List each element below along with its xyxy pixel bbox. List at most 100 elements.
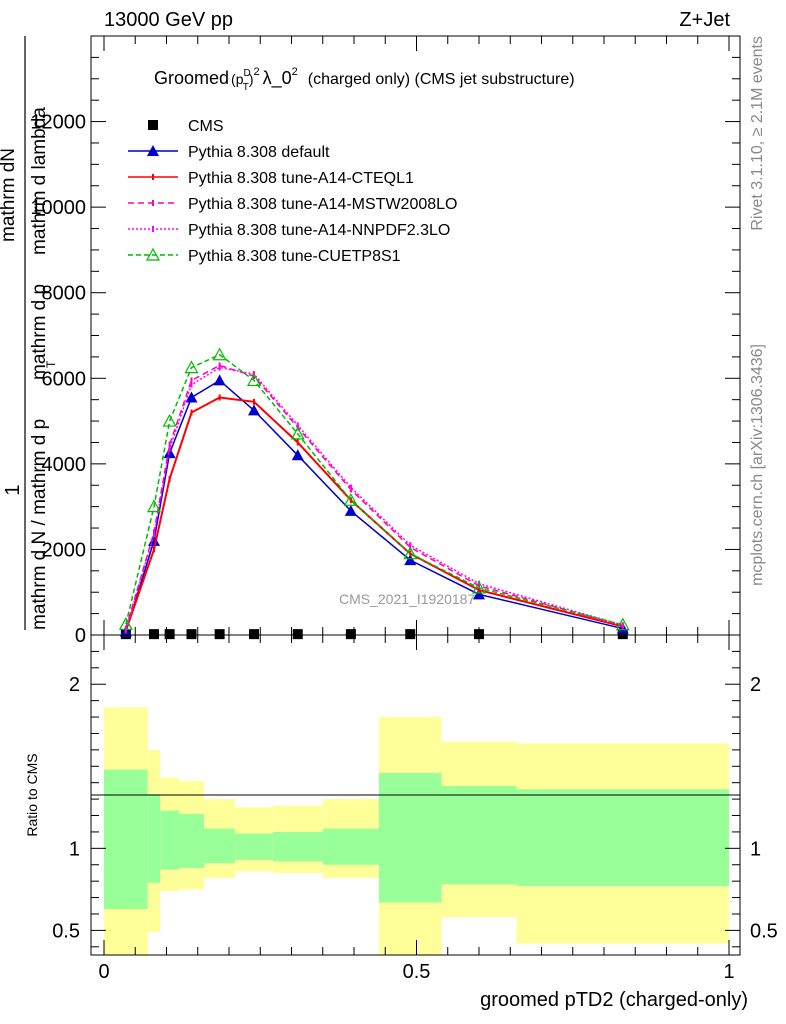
ratio-ytick-label: 1 bbox=[69, 838, 80, 860]
ylabel-denominator: mathrm d N / mathrm d p bbox=[29, 419, 50, 630]
x-tick-label: 1 bbox=[723, 961, 734, 983]
data-point bbox=[405, 629, 416, 640]
legend-entry: Pythia 8.308 tune-A14-CTEQL1 bbox=[128, 170, 414, 187]
ratio-band-inner bbox=[516, 789, 729, 887]
data-point bbox=[343, 492, 358, 506]
main-panel: 0 2000 4000 6000 8000 10000 12000 CMS_2021_I19… bbox=[30, 35, 741, 647]
data-point bbox=[214, 629, 225, 640]
ylabel-denominator-end: mathrm d lambda bbox=[29, 107, 50, 255]
ylabel-denominator-mid: mathrm d p bbox=[29, 284, 50, 380]
data-point bbox=[118, 617, 133, 630]
legend-entry: Pythia 8.308 tune-CUETP8S1 bbox=[128, 247, 401, 265]
legend-entry: Pythia 8.308 default bbox=[128, 144, 330, 161]
data-point bbox=[404, 554, 417, 566]
legend-label: Pythia 8.308 tune-A14-CTEQL1 bbox=[188, 170, 414, 187]
legend: CMS Pythia 8.308 default Pythia 8.308 tune… bbox=[128, 118, 457, 265]
data-point bbox=[186, 629, 197, 640]
main-ytick-label: 8000 bbox=[42, 283, 87, 305]
main-series bbox=[118, 347, 630, 640]
ylabel-denominator-sub: T bbox=[44, 360, 58, 368]
ratio-ytick-label-right: 1 bbox=[750, 838, 761, 860]
legend-marker bbox=[148, 120, 158, 130]
legend-entry: Pythia 8.308 tune-A14-MSTW2008LO bbox=[128, 196, 457, 213]
main-ylabel: 1 mathrm dN mathrm d N / mathrm d p math… bbox=[0, 36, 58, 630]
data-point bbox=[184, 360, 199, 374]
header-left: 13000 GeV pp bbox=[104, 9, 233, 31]
legend-marker bbox=[147, 145, 159, 156]
series-0 bbox=[120, 629, 628, 640]
ratio-frame bbox=[90, 634, 741, 956]
mcplots-label: mcplots.cern.ch [arXiv:1306.3436] bbox=[749, 344, 766, 586]
main-y-ticks: 0 2000 4000 6000 8000 10000 12000 bbox=[30, 56, 740, 647]
legend-marker bbox=[145, 247, 161, 261]
series-line bbox=[125, 364, 623, 629]
data-point bbox=[163, 447, 176, 459]
ratio-ytick-label: 0.5 bbox=[52, 920, 80, 942]
ratio-ylabel: Ratio to CMS bbox=[24, 753, 40, 836]
ratio-band-inner bbox=[204, 828, 236, 864]
data-point bbox=[403, 546, 418, 560]
legend-label: Pythia 8.308 tune-A14-MSTW2008LO bbox=[188, 196, 457, 213]
main-ytick-label: 12000 bbox=[30, 112, 86, 134]
data-point bbox=[146, 499, 162, 513]
ratio-y-ticks: 0.5 0.5 1 1 2 2 bbox=[52, 650, 778, 948]
rivet-label: Rivet 3.1.10, ≥ 2.1M events bbox=[749, 36, 766, 231]
data-point bbox=[290, 426, 305, 440]
main-x-ticks bbox=[103, 36, 730, 635]
x-tick-label: 0.5 bbox=[403, 961, 431, 983]
legend-entry: Pythia 8.308 tune-A14-NNPDF2.3LO bbox=[128, 222, 450, 239]
main-ytick-label: 10000 bbox=[30, 197, 86, 219]
legend-label: CMS bbox=[188, 118, 224, 135]
data-point bbox=[473, 588, 485, 600]
ylabel-one: 1 bbox=[2, 484, 24, 495]
ratio-ytick-label: 2 bbox=[69, 674, 80, 696]
plot-title: Groomed (pD T)2 λ_02 (charged only) (CMS jet… bbox=[154, 66, 575, 93]
data-point bbox=[345, 629, 356, 640]
data-point bbox=[246, 373, 262, 387]
legend-entry: CMS bbox=[148, 118, 224, 135]
data-point bbox=[249, 629, 259, 640]
ratio-band-inner bbox=[160, 810, 179, 870]
ratio-band-inner bbox=[272, 831, 323, 862]
legend-label: Pythia 8.308 default bbox=[188, 144, 330, 161]
main-ytick-label: 0 bbox=[75, 625, 86, 647]
data-point bbox=[212, 347, 227, 361]
legend-label: Pythia 8.308 tune-A14-NNPDF2.3LO bbox=[188, 222, 450, 239]
ratio-ytick-label-right: 2 bbox=[750, 674, 761, 696]
ratio-bands bbox=[104, 707, 729, 955]
ratio-band-inner bbox=[235, 833, 273, 860]
ratio-band-inner bbox=[441, 785, 517, 885]
ratio-band-inner bbox=[322, 828, 379, 865]
ratio-x-ticks: 0 0.5 1 bbox=[98, 635, 735, 983]
data-point bbox=[149, 629, 159, 640]
ratio-ytick-label-right: 0.5 bbox=[750, 920, 778, 942]
ratio-band-inner bbox=[104, 769, 148, 910]
data-point bbox=[185, 391, 198, 403]
series-line bbox=[125, 353, 623, 626]
data-point bbox=[213, 374, 226, 386]
ratio-band-inner bbox=[379, 772, 442, 903]
data-point bbox=[162, 413, 177, 427]
x-axis-label: groomed pTD2 (charged-only) bbox=[480, 989, 748, 1011]
data-point bbox=[292, 629, 303, 640]
ylabel-numerator: mathrm dN bbox=[0, 148, 19, 242]
data-point bbox=[617, 629, 628, 640]
x-tick-label: 0 bbox=[98, 961, 109, 983]
ratio-band-inner bbox=[179, 813, 204, 869]
series-5 bbox=[118, 347, 630, 631]
ratio-panel: 0.5 0.51 12 2 0 0.5 1 Ratio to CMS bbox=[24, 634, 778, 983]
watermark: CMS_2021_I1920187 bbox=[339, 591, 475, 607]
legend-label: Pythia 8.308 tune-CUETP8S1 bbox=[188, 248, 401, 265]
data-point bbox=[291, 449, 304, 461]
data-point bbox=[344, 504, 357, 516]
data-point bbox=[248, 404, 260, 416]
data-point bbox=[615, 617, 630, 631]
data-point bbox=[164, 629, 175, 640]
data-point bbox=[471, 580, 487, 594]
data-point bbox=[474, 629, 484, 640]
ratio-band-inner bbox=[147, 794, 161, 883]
main-ytick-label: 6000 bbox=[42, 368, 87, 390]
main-ytick-label: 2000 bbox=[42, 539, 87, 561]
main-ytick-label: 4000 bbox=[42, 454, 87, 476]
